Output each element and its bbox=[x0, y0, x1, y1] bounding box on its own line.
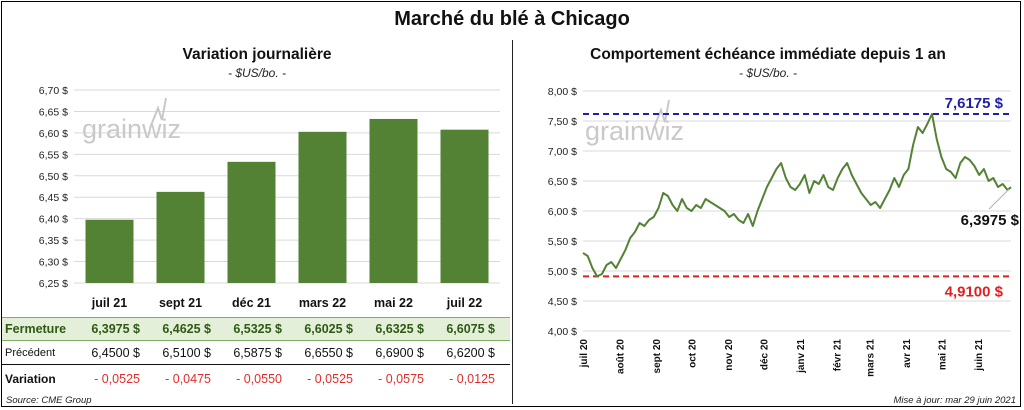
y-tick-label: 7,00 $ bbox=[548, 146, 577, 158]
table-cell: 6,6025 $ bbox=[304, 322, 353, 336]
x-tick-label: mars 21 bbox=[866, 339, 877, 377]
x-tick-label: mai 21 bbox=[937, 339, 948, 371]
y-tick-label: 6,65 $ bbox=[39, 106, 68, 118]
bar-series bbox=[85, 118, 489, 283]
table-cell: 6,4625 $ bbox=[162, 322, 211, 336]
x-tick-label: avr 21 bbox=[902, 339, 913, 368]
page-title: Marché du blé à Chicago bbox=[394, 8, 630, 30]
bar bbox=[156, 191, 205, 283]
reference-lines bbox=[583, 112, 1011, 278]
x-tick-label: août 20 bbox=[616, 339, 627, 374]
bar bbox=[227, 161, 276, 283]
x-tick-label: déc 21 bbox=[232, 296, 271, 310]
watermark-text: grainwiz bbox=[82, 114, 181, 144]
line-chart: 4,00 $ 4,50 $ 5,00 $ 5,50 $ 6,00 $ 6,50 $ 7,00… bbox=[548, 86, 1020, 377]
last-value-label: 6,3975 $ bbox=[961, 212, 1020, 229]
bar bbox=[369, 118, 418, 283]
bar-gridlines bbox=[74, 89, 500, 284]
update-note: Mise à jour: mar 29 juin 2021 bbox=[893, 395, 1016, 406]
x-tick-label: juil 22 bbox=[446, 296, 482, 310]
min-value-label: 4,9100 $ bbox=[945, 283, 1004, 300]
right-chart-title: Comportement échéance immédiate depuis 1… bbox=[590, 46, 946, 63]
source-note: Source: CME Group bbox=[6, 395, 92, 406]
table-cell: 6,4500 $ bbox=[91, 346, 140, 360]
table-cell: 6,6075 $ bbox=[446, 322, 495, 336]
panel-divider bbox=[512, 40, 513, 404]
y-tick-label: 6,50 $ bbox=[548, 176, 577, 188]
price-line bbox=[582, 113, 1012, 278]
y-tick-label: 5,00 $ bbox=[548, 266, 577, 278]
x-tick-label: sept 20 bbox=[652, 339, 663, 374]
table-cell: - 0,0125 bbox=[449, 372, 495, 386]
y-tick-label: 7,50 $ bbox=[548, 116, 577, 128]
x-tick-label: janv 21 bbox=[796, 339, 807, 374]
x-tick-label: sept 21 bbox=[159, 296, 202, 310]
row-label: Précédent bbox=[5, 347, 56, 359]
y-tick-label: 8,00 $ bbox=[548, 86, 577, 98]
max-value-label: 7,6175 $ bbox=[945, 95, 1004, 112]
last-value-connector bbox=[988, 188, 1010, 210]
x-tick-label: déc 20 bbox=[759, 339, 770, 371]
table-cell: 6,5875 $ bbox=[233, 346, 282, 360]
bar bbox=[440, 129, 489, 283]
table-cell: 6,6900 $ bbox=[375, 346, 424, 360]
y-tick-label: 4,00 $ bbox=[548, 326, 577, 338]
line-y-axis: 4,00 $ 4,50 $ 5,00 $ 5,50 $ 6,00 $ 6,50 $ 7,00… bbox=[548, 86, 577, 338]
x-tick-label: juil 20 bbox=[579, 339, 590, 369]
y-tick-label: 6,70 $ bbox=[39, 85, 68, 97]
line-gridlines bbox=[583, 90, 1011, 332]
y-tick-label: 5,50 $ bbox=[548, 236, 577, 248]
x-tick-label: févr 21 bbox=[832, 339, 843, 372]
table-row-variation: Variation - 0,0525 - 0,0475 - 0,0550 - 0… bbox=[2, 368, 510, 390]
y-tick-label: 4,50 $ bbox=[548, 296, 577, 308]
row-label: Fermeture bbox=[5, 322, 67, 336]
line-x-axis: juil 20 août 20 sept 20 oct 20 nov 20 déc 20 j… bbox=[579, 339, 985, 377]
left-chart-unit: - $US/bo. - bbox=[227, 66, 287, 80]
y-tick-label: 6,60 $ bbox=[39, 128, 68, 140]
bar-x-axis: juil 21 sept 21 déc 21 mars 22 mai 22 juil 22 bbox=[91, 296, 482, 310]
y-tick-label: 6,35 $ bbox=[39, 235, 68, 247]
y-tick-label: 6,25 $ bbox=[39, 278, 68, 290]
row-label: Variation bbox=[5, 372, 56, 386]
bar bbox=[85, 219, 134, 283]
watermark-text: grainwiz bbox=[585, 116, 684, 146]
table-row-close: Fermeture 6,3975 $ 6,4625 $ 6,5325 $ 6,6… bbox=[2, 317, 510, 341]
y-tick-label: 6,40 $ bbox=[39, 214, 68, 226]
table-cell: 6,6325 $ bbox=[375, 322, 424, 336]
x-tick-label: oct 20 bbox=[687, 339, 698, 368]
watermark-logo: grainwiz bbox=[82, 97, 181, 144]
table-cell: - 0,0575 bbox=[378, 372, 424, 386]
y-tick-label: 6,30 $ bbox=[39, 257, 68, 269]
x-tick-label: juin 21 bbox=[974, 339, 985, 372]
watermark-logo: grainwiz bbox=[585, 99, 684, 146]
table-cell: - 0,0550 bbox=[236, 372, 282, 386]
x-tick-label: mars 22 bbox=[299, 296, 346, 310]
bar-y-axis: 6,25 $ 6,30 $ 6,35 $ 6,40 $ 6,45 $ 6,50 $ 6,55… bbox=[39, 85, 68, 290]
table-cell: 6,6550 $ bbox=[304, 346, 353, 360]
bar bbox=[298, 131, 347, 283]
y-tick-label: 6,45 $ bbox=[39, 192, 68, 204]
table-cell: - 0,0525 bbox=[307, 372, 353, 386]
y-tick-label: 6,00 $ bbox=[548, 206, 577, 218]
left-chart-title: Variation journalière bbox=[182, 46, 332, 63]
x-tick-label: nov 20 bbox=[724, 339, 735, 371]
table-cell: 6,3975 $ bbox=[91, 322, 140, 336]
x-tick-label: juil 21 bbox=[91, 296, 127, 310]
table-cell: - 0,0475 bbox=[165, 372, 211, 386]
y-tick-label: 6,55 $ bbox=[39, 149, 68, 161]
table-cell: 6,5325 $ bbox=[233, 322, 282, 336]
right-chart-unit: - $US/bo. - bbox=[738, 66, 798, 80]
x-tick-label: mai 22 bbox=[374, 296, 413, 310]
line-series bbox=[582, 113, 1012, 278]
table-row-previous: Précédent 6,4500 $ 6,5100 $ 6,5875 $ 6,6… bbox=[2, 342, 510, 365]
table-cell: 6,6200 $ bbox=[446, 346, 495, 360]
bar-chart: 6,25 $ 6,30 $ 6,35 $ 6,40 $ 6,45 $ 6,50 $ 6,55… bbox=[39, 85, 500, 310]
table-cell: - 0,0525 bbox=[94, 372, 140, 386]
y-tick-label: 6,50 $ bbox=[39, 171, 68, 183]
table-cell: 6,5100 $ bbox=[162, 346, 211, 360]
